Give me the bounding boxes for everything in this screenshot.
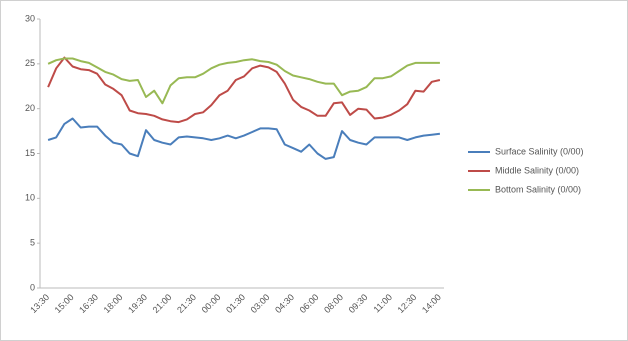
line-series xyxy=(47,56,441,124)
legend-label: Surface Salinity (0/00) xyxy=(495,146,584,156)
y-tick-label: 0 xyxy=(30,282,35,292)
y-tick-label: 10 xyxy=(25,193,35,203)
y-tick-label: 30 xyxy=(25,13,35,23)
y-tick-label: 20 xyxy=(25,103,35,113)
legend-label: Middle Salinity (0/00) xyxy=(495,165,579,175)
line-series xyxy=(47,117,441,160)
line-series xyxy=(47,57,440,105)
y-tick-label: 25 xyxy=(25,58,35,68)
legend-label: Bottom Salinity (0/00) xyxy=(495,184,581,194)
y-tick-label: 15 xyxy=(25,148,35,158)
y-tick-label: 5 xyxy=(30,238,35,248)
